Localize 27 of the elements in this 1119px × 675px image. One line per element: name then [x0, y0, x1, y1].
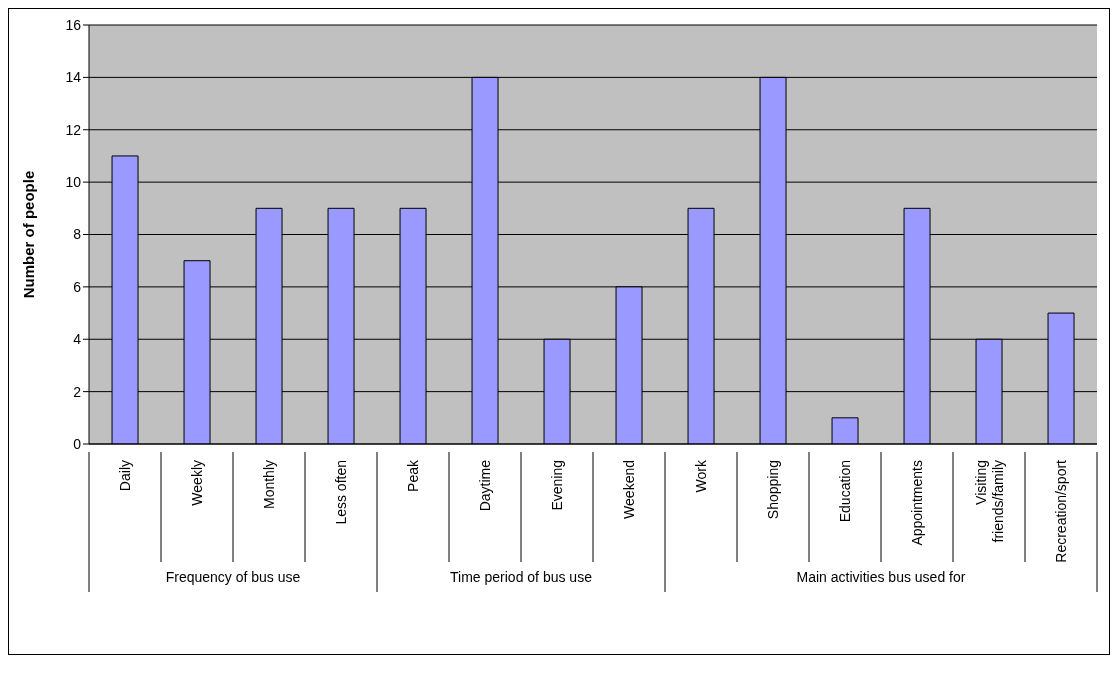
x-tick-label: Daytime: [477, 459, 493, 512]
y-tick-label: 4: [73, 331, 82, 348]
y-axis-title: Number of people: [20, 170, 38, 299]
y-tick-label: 16: [65, 16, 82, 33]
y-tick-label: 8: [73, 226, 82, 243]
x-tick-label: Visiting friends/family: [973, 460, 1006, 543]
text: Time period of bus use: [450, 569, 593, 585]
y-tick-label: 14: [65, 69, 82, 86]
x-tick-label: Shopping: [765, 460, 781, 520]
x-tick-label: Monthly: [261, 460, 277, 510]
y-tick-label: 0: [73, 435, 82, 452]
y-tick-label: 6: [73, 278, 82, 295]
x-tick-label: Weekly: [189, 460, 205, 506]
y-tick-label: 2: [73, 383, 82, 400]
x-tick-label: Evening: [549, 460, 565, 511]
x-tick-label: Appointments: [909, 460, 925, 546]
text: Frequency of bus use: [165, 569, 301, 585]
x-tick-label: Peak: [405, 459, 421, 492]
x-tick-label: Work: [693, 459, 709, 493]
x-tick-label: Weekend: [621, 460, 637, 519]
x-tick-label: Less often: [333, 460, 349, 525]
x-tick-label: Education: [837, 460, 853, 523]
x-tick-label: Daily: [117, 460, 133, 492]
x-tick-label: Recreation/sport: [1053, 459, 1069, 563]
y-tick-label: 12: [65, 121, 82, 138]
y-tick-label: 10: [65, 174, 82, 191]
text: Main activities bus used for: [796, 569, 966, 585]
